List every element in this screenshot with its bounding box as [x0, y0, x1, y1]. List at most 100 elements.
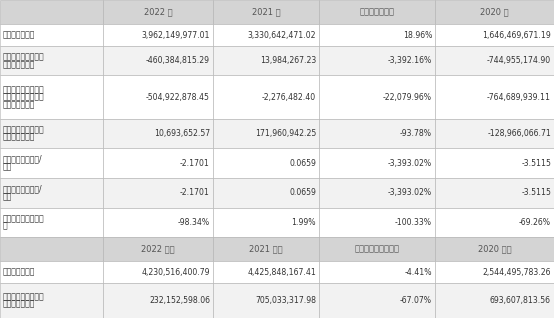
- Text: 2020 年末: 2020 年末: [478, 245, 511, 254]
- Text: 2021 年: 2021 年: [252, 8, 280, 17]
- Bar: [0, 46, 103, 75]
- Text: 232,152,598.06: 232,152,598.06: [149, 296, 210, 305]
- Text: -67.07%: -67.07%: [400, 296, 432, 305]
- Text: 的净利润（元）: 的净利润（元）: [3, 60, 35, 69]
- Text: 0.0659: 0.0659: [289, 188, 316, 197]
- Bar: [435, 261, 554, 283]
- Bar: [0, 24, 103, 46]
- Bar: [435, 75, 554, 119]
- Text: 10,693,652.57: 10,693,652.57: [154, 129, 210, 138]
- Bar: [319, 0, 435, 24]
- Text: -4.41%: -4.41%: [404, 268, 432, 277]
- Text: 本年末比上年末增减: 本年末比上年末增减: [355, 245, 399, 254]
- Bar: [435, 208, 554, 237]
- Text: 稀释每股收益（元/: 稀释每股收益（元/: [3, 184, 43, 193]
- Text: -2,276,482.40: -2,276,482.40: [262, 93, 316, 101]
- Bar: [103, 24, 213, 46]
- Bar: [0, 283, 103, 318]
- Text: -98.34%: -98.34%: [178, 218, 210, 227]
- Text: 693,607,813.56: 693,607,813.56: [490, 296, 551, 305]
- Text: 归属于上市公司股东: 归属于上市公司股东: [3, 52, 45, 61]
- Text: -128,966,066.71: -128,966,066.71: [487, 129, 551, 138]
- Text: 归属于上市公司股东: 归属于上市公司股东: [3, 292, 45, 301]
- Bar: [213, 24, 319, 46]
- Bar: [213, 178, 319, 208]
- Bar: [213, 283, 319, 318]
- Bar: [0, 237, 103, 261]
- Text: 股）: 股）: [3, 192, 12, 201]
- Bar: [435, 0, 554, 24]
- Bar: [435, 178, 554, 208]
- Bar: [213, 0, 319, 24]
- Text: -100.33%: -100.33%: [395, 218, 432, 227]
- Bar: [103, 119, 213, 148]
- Bar: [319, 46, 435, 75]
- Text: -2.1701: -2.1701: [180, 159, 210, 168]
- Text: 资产总额（元）: 资产总额（元）: [3, 268, 35, 277]
- Text: 171,960,942.25: 171,960,942.25: [255, 129, 316, 138]
- Text: -3,393.02%: -3,393.02%: [388, 159, 432, 168]
- Text: 0.0659: 0.0659: [289, 159, 316, 168]
- Bar: [103, 178, 213, 208]
- Bar: [319, 119, 435, 148]
- Bar: [0, 119, 103, 148]
- Bar: [0, 178, 103, 208]
- Text: 1,646,469,671.19: 1,646,469,671.19: [482, 31, 551, 39]
- Bar: [103, 0, 213, 24]
- Text: 3,962,149,977.01: 3,962,149,977.01: [141, 31, 210, 39]
- Text: -504,922,878.45: -504,922,878.45: [146, 93, 210, 101]
- Bar: [213, 208, 319, 237]
- Bar: [435, 237, 554, 261]
- Bar: [103, 75, 213, 119]
- Bar: [103, 208, 213, 237]
- Text: -460,384,815.29: -460,384,815.29: [146, 56, 210, 65]
- Bar: [103, 46, 213, 75]
- Text: 13,984,267.23: 13,984,267.23: [260, 56, 316, 65]
- Text: 18.96%: 18.96%: [403, 31, 432, 39]
- Text: -69.26%: -69.26%: [519, 218, 551, 227]
- Bar: [435, 148, 554, 178]
- Text: 1.99%: 1.99%: [291, 218, 316, 227]
- Text: -3,392.16%: -3,392.16%: [388, 56, 432, 65]
- Text: -3.5115: -3.5115: [521, 159, 551, 168]
- Bar: [435, 119, 554, 148]
- Text: 705,033,317.98: 705,033,317.98: [255, 296, 316, 305]
- Bar: [435, 283, 554, 318]
- Text: 2021 年末: 2021 年末: [249, 245, 283, 254]
- Text: -22,079.96%: -22,079.96%: [383, 93, 432, 101]
- Bar: [435, 24, 554, 46]
- Bar: [319, 24, 435, 46]
- Bar: [0, 0, 103, 24]
- Text: 2022 年: 2022 年: [143, 8, 172, 17]
- Text: 经营活动产生的现金: 经营活动产生的现金: [3, 125, 45, 134]
- Bar: [0, 261, 103, 283]
- Bar: [213, 148, 319, 178]
- Bar: [103, 261, 213, 283]
- Bar: [319, 261, 435, 283]
- Bar: [319, 75, 435, 119]
- Bar: [0, 148, 103, 178]
- Bar: [319, 283, 435, 318]
- Text: -93.78%: -93.78%: [400, 129, 432, 138]
- Bar: [213, 237, 319, 261]
- Bar: [213, 75, 319, 119]
- Text: 本年比上年增减: 本年比上年增减: [360, 8, 394, 17]
- Bar: [319, 237, 435, 261]
- Text: -2.1701: -2.1701: [180, 188, 210, 197]
- Text: 3,330,642,471.02: 3,330,642,471.02: [248, 31, 316, 39]
- Text: 的净资产（元）: 的净资产（元）: [3, 300, 35, 309]
- Text: 股）: 股）: [3, 162, 12, 171]
- Bar: [213, 261, 319, 283]
- Text: 2020 年: 2020 年: [480, 8, 509, 17]
- Text: 流量净额（元）: 流量净额（元）: [3, 133, 35, 142]
- Text: -3.5115: -3.5115: [521, 188, 551, 197]
- Text: 归属于上市公司股东: 归属于上市公司股东: [3, 85, 45, 94]
- Text: 的扣除非经常性损益: 的扣除非经常性损益: [3, 93, 45, 101]
- Bar: [103, 283, 213, 318]
- Text: 2022 年末: 2022 年末: [141, 245, 175, 254]
- Text: 2,544,495,783.26: 2,544,495,783.26: [483, 268, 551, 277]
- Bar: [103, 148, 213, 178]
- Bar: [319, 208, 435, 237]
- Text: -3,393.02%: -3,393.02%: [388, 188, 432, 197]
- Bar: [0, 208, 103, 237]
